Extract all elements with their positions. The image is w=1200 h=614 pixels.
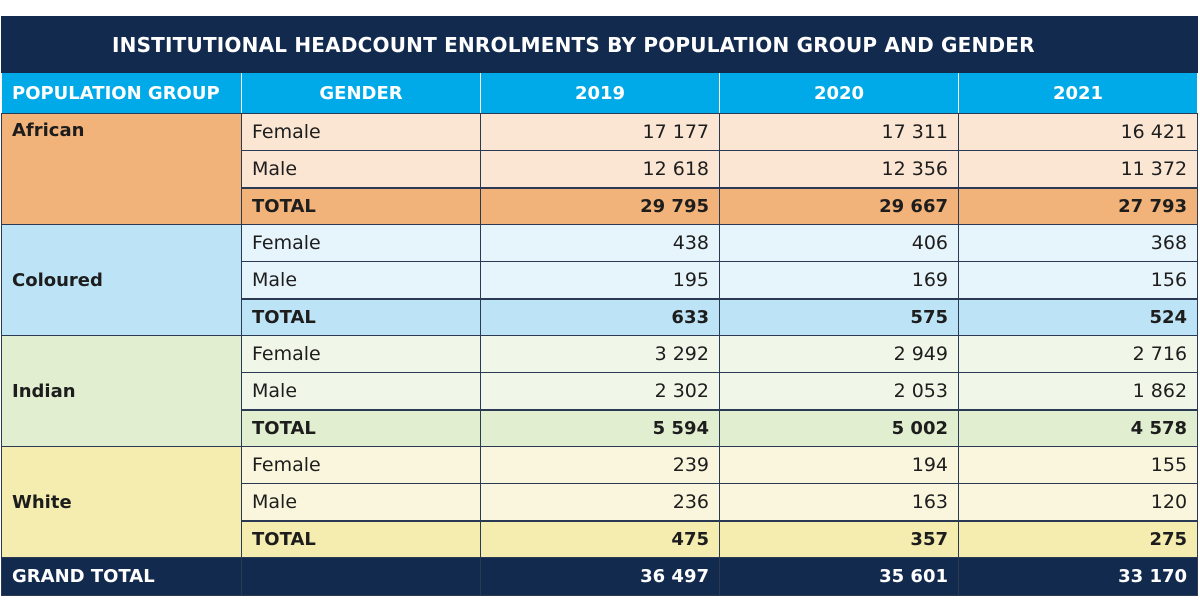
header-gender: GENDER bbox=[241, 72, 481, 114]
total-value-cell: 5 594 bbox=[480, 408, 720, 447]
gender-cell: Female bbox=[241, 113, 481, 151]
total-value-cell: 475 bbox=[480, 519, 720, 558]
header-population-group: POPULATION GROUP bbox=[1, 72, 242, 114]
grand-total-value-cell: 35 601 bbox=[719, 557, 959, 596]
total-value-cell: 524 bbox=[957, 297, 1199, 336]
value-cell: 16 421 bbox=[957, 113, 1199, 151]
gender-cell: Female bbox=[241, 446, 481, 484]
group-label-coloured: Coloured bbox=[1, 224, 242, 336]
table-row: Coloured Female 438 406 368 bbox=[1, 224, 1199, 336]
value-cell: 169 bbox=[719, 261, 959, 299]
value-cell: 120 bbox=[957, 483, 1199, 521]
total-value-cell: 29 667 bbox=[719, 186, 959, 225]
total-value-cell: 27 793 bbox=[957, 186, 1199, 225]
total-row: TOTAL 633 575 524 bbox=[2, 297, 1199, 336]
table-header-row: POPULATION GROUP GENDER 2019 2020 2021 bbox=[1, 72, 1199, 114]
grand-total-row: GRAND TOTAL 36 497 35 601 33 170 bbox=[1, 557, 1199, 596]
gender-cell: Female bbox=[241, 224, 481, 262]
total-label: TOTAL bbox=[241, 186, 481, 225]
value-cell: 12 356 bbox=[719, 150, 959, 188]
grand-total-value-cell: 33 170 bbox=[957, 557, 1199, 596]
total-value-cell: 575 bbox=[719, 297, 959, 336]
value-cell: 163 bbox=[719, 483, 959, 521]
table-title-row: INSTITUTIONAL HEADCOUNT ENROLMENTS BY PO… bbox=[0, 16, 1199, 73]
grand-total-label: GRAND TOTAL bbox=[1, 557, 242, 596]
total-value-cell: 357 bbox=[719, 519, 959, 558]
enrolment-table: INSTITUTIONAL HEADCOUNT ENROLMENTS BY PO… bbox=[0, 16, 1199, 596]
total-row: TOTAL 475 357 275 bbox=[2, 519, 1199, 558]
value-cell: 1 862 bbox=[957, 372, 1199, 410]
value-cell: 438 bbox=[480, 224, 720, 262]
value-cell: 2 302 bbox=[480, 372, 720, 410]
grand-total-value-cell: 36 497 bbox=[480, 557, 720, 596]
table-row: White Female 239 194 155 bbox=[1, 446, 1199, 558]
value-cell: 17 177 bbox=[480, 113, 720, 151]
header-2020: 2020 bbox=[719, 72, 959, 114]
enrolment-table-container: INSTITUTIONAL HEADCOUNT ENROLMENTS BY PO… bbox=[0, 16, 1199, 596]
table-row: Indian Female 3 292 2 949 2 716 bbox=[1, 335, 1199, 447]
value-cell: 2 053 bbox=[719, 372, 959, 410]
value-cell: 406 bbox=[719, 224, 959, 262]
table-row: Male 236 163 120 bbox=[2, 483, 1199, 521]
gender-cell: Male bbox=[241, 261, 481, 299]
table-row: Male 195 169 156 bbox=[2, 261, 1199, 299]
value-cell: 239 bbox=[480, 446, 720, 484]
group-label-african: African bbox=[1, 113, 242, 225]
group-label-indian: Indian bbox=[1, 335, 242, 447]
header-2019: 2019 bbox=[480, 72, 720, 114]
value-cell: 195 bbox=[480, 261, 720, 299]
table-row: Male 12 618 12 356 11 372 bbox=[2, 150, 1199, 188]
value-cell: 236 bbox=[480, 483, 720, 521]
header-2021: 2021 bbox=[957, 72, 1199, 114]
total-label: TOTAL bbox=[241, 297, 481, 336]
total-value-cell: 633 bbox=[480, 297, 720, 336]
gender-cell: Male bbox=[241, 483, 481, 521]
value-cell: 12 618 bbox=[480, 150, 720, 188]
gender-cell: Female bbox=[241, 335, 481, 373]
table-row: Male 2 302 2 053 1 862 bbox=[2, 372, 1199, 410]
gender-cell: Male bbox=[241, 372, 481, 410]
total-row: TOTAL 29 795 29 667 27 793 bbox=[2, 186, 1199, 225]
total-label: TOTAL bbox=[241, 519, 481, 558]
group-label-white: White bbox=[1, 446, 242, 558]
total-value-cell: 5 002 bbox=[719, 408, 959, 447]
value-cell: 3 292 bbox=[480, 335, 720, 373]
gender-cell: Male bbox=[241, 150, 481, 188]
table-title: INSTITUTIONAL HEADCOUNT ENROLMENTS BY PO… bbox=[0, 16, 1199, 73]
value-cell: 368 bbox=[957, 224, 1199, 262]
table-row: African Female 17 177 17 311 16 421 bbox=[1, 113, 1199, 225]
total-value-cell: 4 578 bbox=[957, 408, 1199, 447]
value-cell: 11 372 bbox=[957, 150, 1199, 188]
grand-total-gender-cell bbox=[241, 557, 481, 596]
value-cell: 155 bbox=[957, 446, 1199, 484]
total-value-cell: 29 795 bbox=[480, 186, 720, 225]
value-cell: 2 716 bbox=[957, 335, 1199, 373]
total-value-cell: 275 bbox=[957, 519, 1199, 558]
value-cell: 194 bbox=[719, 446, 959, 484]
total-row: TOTAL 5 594 5 002 4 578 bbox=[2, 408, 1199, 447]
value-cell: 156 bbox=[957, 261, 1199, 299]
value-cell: 2 949 bbox=[719, 335, 959, 373]
value-cell: 17 311 bbox=[719, 113, 959, 151]
total-label: TOTAL bbox=[241, 408, 481, 447]
